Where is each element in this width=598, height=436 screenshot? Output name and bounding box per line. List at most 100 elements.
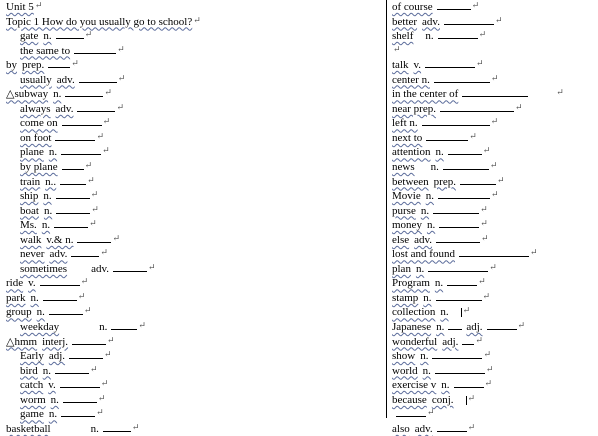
answer-blank[interactable] bbox=[42, 291, 77, 301]
part-of-speech: n. bbox=[43, 30, 52, 43]
answer-blank[interactable] bbox=[55, 131, 96, 141]
vocab-word: plan bbox=[392, 262, 411, 275]
answer-blank[interactable] bbox=[439, 102, 514, 112]
answer-blank[interactable] bbox=[433, 73, 490, 83]
part-of-speech: prep. bbox=[22, 59, 45, 72]
answer-blank[interactable] bbox=[59, 378, 100, 389]
vocab-word: lost and found bbox=[392, 248, 455, 261]
vocab-line: group n. ↵ bbox=[6, 305, 386, 320]
vocab-line: worm n. ↵ bbox=[6, 393, 386, 408]
vocab-line: always adv. ↵ bbox=[6, 102, 386, 117]
answer-blank[interactable] bbox=[433, 204, 480, 214]
answer-blank[interactable] bbox=[486, 320, 517, 331]
vocab-word: because bbox=[392, 393, 427, 406]
paragraph-mark-icon: ↵ bbox=[100, 378, 109, 389]
answer-blank[interactable] bbox=[102, 422, 131, 432]
answer-blank[interactable] bbox=[453, 378, 484, 389]
vocab-line: gate n. ↵ bbox=[6, 29, 386, 44]
vocab-line: ↵ bbox=[392, 44, 592, 59]
answer-blank[interactable] bbox=[77, 102, 116, 112]
answer-blank[interactable] bbox=[65, 87, 104, 98]
vocab-word: ride bbox=[6, 277, 24, 290]
answer-blank[interactable] bbox=[112, 262, 147, 272]
answer-blank[interactable] bbox=[462, 335, 475, 345]
paragraph-mark-icon: ↵ bbox=[490, 189, 499, 200]
answer-blank[interactable] bbox=[442, 160, 489, 171]
answer-blank[interactable] bbox=[428, 262, 489, 272]
answer-blank[interactable] bbox=[61, 116, 102, 127]
answer-blank[interactable] bbox=[426, 131, 469, 141]
answer-blank[interactable] bbox=[396, 407, 426, 418]
answer-blank[interactable] bbox=[111, 320, 138, 331]
answer-blank[interactable] bbox=[54, 364, 89, 374]
answer-blank[interactable] bbox=[74, 44, 117, 54]
answer-blank[interactable] bbox=[61, 145, 102, 156]
answer-blank[interactable] bbox=[61, 160, 84, 171]
answer-blank[interactable] bbox=[436, 233, 481, 243]
vocab-word: collection bbox=[392, 306, 436, 319]
answer-blank[interactable] bbox=[78, 73, 117, 83]
vocab-word: bird bbox=[20, 364, 38, 377]
answer-blank[interactable] bbox=[62, 393, 97, 403]
vocab-line: Unit 5↵ bbox=[6, 0, 386, 15]
answer-blank[interactable] bbox=[48, 305, 83, 316]
answer-blank[interactable] bbox=[437, 189, 490, 200]
answer-blank[interactable] bbox=[443, 15, 494, 25]
paragraph-mark-icon: ↵ bbox=[483, 349, 492, 360]
paragraph-mark-icon: ↵ bbox=[490, 116, 499, 127]
answer-blank[interactable] bbox=[71, 247, 100, 258]
vocab-word: news bbox=[392, 161, 415, 174]
vocab-line: the same to ↵ bbox=[6, 44, 386, 59]
answer-blank[interactable] bbox=[459, 175, 496, 185]
vocab-word: talk bbox=[392, 59, 409, 72]
vocab-line: next to ↵ bbox=[392, 131, 592, 146]
answer-blank[interactable] bbox=[61, 407, 96, 418]
answer-blank[interactable] bbox=[447, 145, 482, 156]
answer-blank[interactable] bbox=[436, 422, 467, 432]
paragraph-mark-icon: ↵ bbox=[34, 0, 43, 10]
paragraph-mark-icon: ↵ bbox=[480, 203, 488, 214]
part-of-speech: n. bbox=[420, 204, 430, 217]
answer-blank[interactable] bbox=[56, 204, 91, 214]
vocab-word: on foot bbox=[20, 131, 52, 144]
vocab-word: by bbox=[6, 59, 17, 72]
answer-blank[interactable] bbox=[69, 349, 104, 360]
answer-blank[interactable] bbox=[72, 335, 107, 345]
answer-blank[interactable] bbox=[39, 276, 80, 287]
vocab-word: come on bbox=[20, 117, 58, 130]
paragraph-mark-icon: ↵ bbox=[102, 116, 111, 127]
part-of-speech: n. bbox=[53, 88, 62, 101]
answer-blank[interactable] bbox=[439, 218, 480, 229]
answer-blank[interactable] bbox=[437, 29, 478, 40]
answer-blank[interactable] bbox=[55, 29, 84, 40]
vocab-line: between prep. ↵ bbox=[392, 175, 592, 190]
answer-blank[interactable] bbox=[458, 247, 529, 258]
vocab-word: wonderful bbox=[392, 335, 438, 348]
answer-blank[interactable] bbox=[447, 276, 478, 287]
part-of-speech: adv. bbox=[49, 248, 68, 261]
vocab-line: plan n. ↵ bbox=[392, 262, 592, 277]
answer-blank[interactable] bbox=[462, 87, 529, 98]
paragraph-mark-icon: ↵ bbox=[485, 363, 494, 374]
left-column: Unit 5↵ Topic 1 How do you usually go to … bbox=[6, 0, 386, 436]
answer-blank[interactable] bbox=[425, 58, 476, 69]
vocab-word: always bbox=[20, 102, 51, 115]
answer-blank[interactable] bbox=[432, 349, 483, 360]
answer-blank[interactable] bbox=[436, 0, 471, 10]
answer-blank[interactable] bbox=[48, 58, 71, 69]
part-of-speech: adv. bbox=[56, 73, 75, 86]
vocab-line: show n. ↵ bbox=[392, 349, 592, 364]
answer-blank[interactable] bbox=[54, 218, 89, 229]
answer-blank[interactable] bbox=[421, 116, 490, 127]
answer-blank[interactable] bbox=[448, 320, 463, 331]
answer-blank[interactable] bbox=[55, 189, 90, 200]
part-of-speech: n. bbox=[36, 306, 45, 319]
answer-blank[interactable] bbox=[434, 364, 485, 374]
vocab-word: train bbox=[20, 175, 41, 188]
answer-blank[interactable] bbox=[60, 175, 87, 185]
part-of-speech: interj. bbox=[42, 335, 69, 348]
vocab-word: left n. bbox=[392, 117, 418, 130]
vocab-word: show bbox=[392, 350, 416, 363]
answer-blank[interactable] bbox=[77, 233, 112, 243]
answer-blank[interactable] bbox=[435, 291, 482, 301]
